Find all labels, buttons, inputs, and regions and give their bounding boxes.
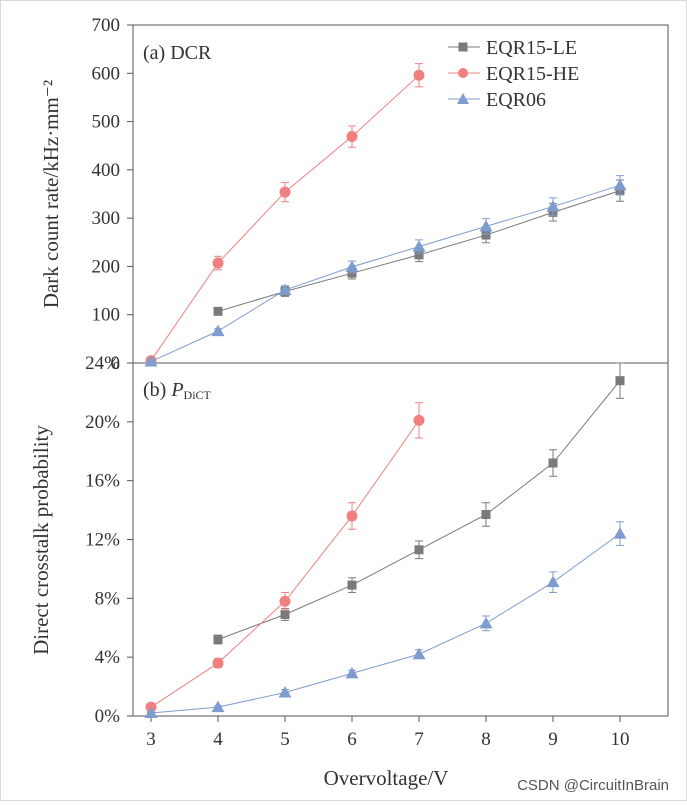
y-tick-label: 16% — [85, 471, 120, 492]
y-tick-label: 500 — [92, 112, 121, 133]
legend-label-eqr15-le: EQR15-LE — [486, 37, 577, 59]
x-tick-label: 4 — [213, 729, 223, 750]
x-axis: 3 4 5 6 7 8 9 10 — [146, 716, 630, 750]
data-point-eqr06 — [546, 575, 560, 588]
data-point-eqr15-le — [414, 545, 424, 555]
panel-b-label-sub: DiCT — [184, 388, 212, 402]
data-point-eqr06 — [211, 324, 225, 337]
y-tick-label: 12% — [85, 530, 120, 551]
data-point-eqr15-he — [346, 131, 358, 143]
data-point-eqr15-he — [279, 186, 291, 198]
x-tick-label: 3 — [146, 729, 156, 750]
data-point-eqr15-le — [213, 635, 223, 645]
legend-item-eqr15-he: EQR15-HE — [448, 63, 579, 85]
data-point-eqr06 — [412, 240, 426, 252]
panel-b-label: (b) PDiCT — [143, 379, 212, 402]
data-point-eqr06 — [211, 700, 225, 713]
y-tick-label: 8% — [95, 588, 121, 609]
x-tick-label: 7 — [414, 729, 424, 750]
data-point-eqr06 — [278, 283, 292, 296]
data-point-eqr06 — [613, 178, 627, 191]
data-point-eqr15-le — [213, 306, 223, 316]
panel-a-y-axis-title: Dark count rate/kHz·mm⁻² — [39, 80, 63, 308]
data-point-eqr15-le — [481, 509, 491, 519]
y-tick-label: 300 — [92, 208, 121, 229]
data-point-eqr06 — [345, 666, 359, 679]
x-tick-label: 9 — [548, 729, 558, 750]
series-eqr15-le — [213, 362, 625, 645]
panel-a-axes: 0 100 200 300 400 500 600 700 — [92, 15, 133, 374]
y-tick-label: 0 — [111, 353, 121, 374]
panel-b-axes: 0% 4% 8% 12% 16% 20% 24% — [85, 353, 133, 727]
y-tick-label: 100 — [92, 305, 121, 326]
y-tick-label: 20% — [85, 412, 120, 433]
x-tick-label: 5 — [280, 729, 290, 750]
y-tick-label: 400 — [92, 160, 121, 181]
data-point-eqr06 — [479, 219, 493, 232]
legend-item-eqr06: EQR06 — [448, 89, 546, 111]
data-point-eqr06 — [479, 616, 493, 629]
data-point-eqr06 — [345, 260, 359, 272]
legend-marker-circle — [458, 68, 468, 78]
y-tick-label: 24% — [85, 353, 120, 374]
legend-marker-square — [458, 42, 468, 52]
data-point-eqr06 — [144, 355, 158, 367]
data-point-eqr06 — [613, 527, 627, 539]
series-line-eqr06 — [150, 533, 621, 714]
panel-b-y-axis-title: Direct crosstalk probability — [29, 425, 53, 655]
panel-b-label-prefix: (b) — [143, 379, 171, 401]
series-line-eqr06 — [150, 184, 621, 363]
series-eqr15-he — [145, 402, 425, 713]
data-point-eqr15-he — [346, 510, 358, 522]
y-tick-label: 4% — [95, 647, 121, 668]
data-point-eqr15-he — [413, 414, 425, 426]
data-point-eqr06 — [546, 200, 560, 212]
x-tick-label: 8 — [481, 729, 491, 750]
panel-a-label: (a) DCR — [143, 42, 212, 64]
x-axis-title: Overvoltage/V — [324, 766, 449, 790]
data-point-eqr06 — [412, 647, 426, 660]
legend-label-eqr06: EQR06 — [486, 89, 546, 111]
panel-b-series — [144, 362, 627, 719]
x-tick-label: 6 — [347, 729, 357, 750]
series-eqr06 — [144, 521, 627, 719]
y-tick-label: 600 — [92, 63, 121, 84]
data-point-eqr15-le — [414, 250, 424, 260]
data-point-eqr15-le — [280, 610, 290, 620]
legend-marker-triangle — [457, 93, 469, 104]
data-point-eqr15-he — [279, 595, 291, 607]
data-point-eqr15-he — [413, 69, 425, 81]
data-point-eqr15-he — [212, 257, 224, 269]
data-point-eqr15-le — [481, 230, 491, 240]
panel-b-label-main: P — [170, 379, 183, 401]
data-point-eqr06 — [144, 706, 158, 719]
legend: EQR15-LE EQR15-HE EQR06 — [448, 37, 579, 111]
legend-item-eqr15-le: EQR15-LE — [448, 37, 577, 59]
watermark: CSDN @CircuitInBrain — [517, 777, 669, 794]
x-tick-label: 10 — [611, 729, 630, 750]
data-point-eqr15-le — [615, 376, 625, 386]
series-eqr06 — [144, 175, 627, 367]
legend-label-eqr15-he: EQR15-HE — [486, 63, 579, 85]
data-point-eqr06 — [278, 685, 292, 698]
y-tick-label: 200 — [92, 256, 121, 277]
data-point-eqr15-le — [347, 580, 357, 590]
panel-a-series — [144, 63, 627, 367]
data-point-eqr15-he — [212, 657, 224, 669]
data-point-eqr15-le — [548, 458, 558, 468]
y-tick-label: 700 — [92, 15, 121, 36]
y-tick-label: 0% — [95, 706, 121, 727]
